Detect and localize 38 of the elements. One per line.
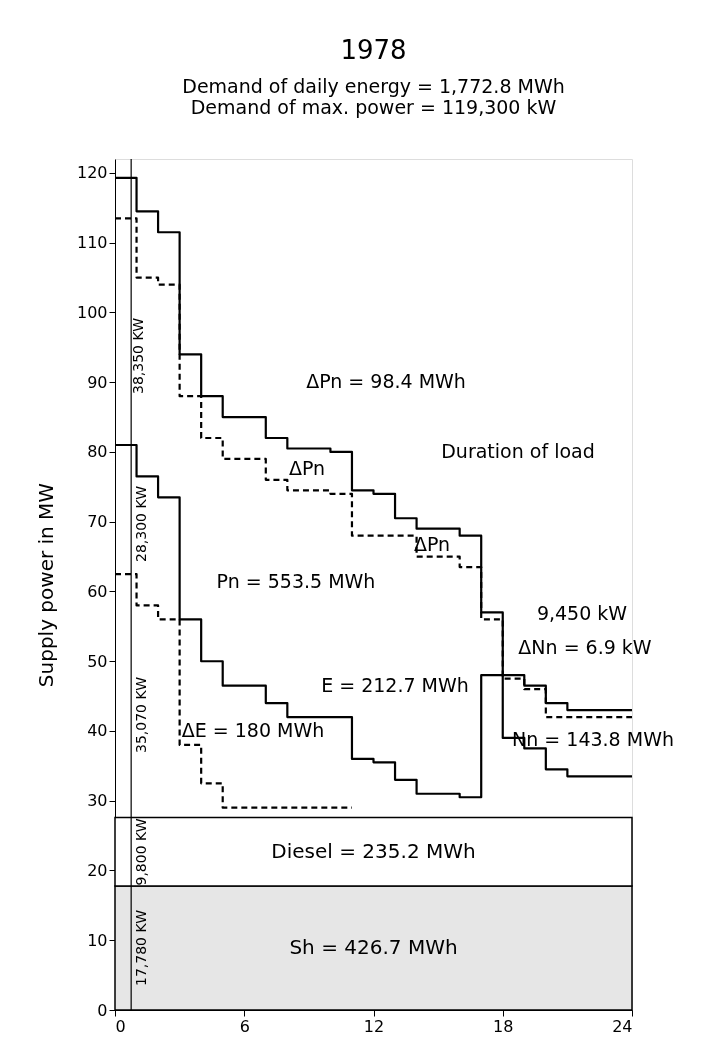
y-tick-label: 0	[97, 1000, 108, 1020]
annotation: 9,450 kW	[536, 602, 628, 624]
y-tick-label: 80	[87, 442, 108, 462]
annotation: Pn = 553.5 MWh	[216, 570, 376, 592]
band-label: Sh = 426.7 MWh	[289, 934, 458, 959]
y-tick-label: 60	[87, 581, 108, 601]
y-tick-label: 90	[87, 372, 108, 392]
y-tick-label: 110	[76, 233, 108, 253]
x-tick-label: 24	[612, 1016, 633, 1036]
text: Demand of daily energy = 1,772.8 MWh	[182, 75, 565, 98]
y-tick-label: 50	[87, 651, 108, 671]
chart-title: 1978	[340, 35, 407, 66]
annotation: ΔNn = 6.9 kW	[518, 636, 652, 658]
y-tick-label: 10	[87, 930, 108, 950]
band-label: Diesel = 235.2 MWh	[271, 838, 476, 863]
y-tick-label: 120	[76, 163, 108, 183]
annotation: ΔE = 180 MWh	[181, 719, 325, 741]
x-tick-label: 12	[363, 1016, 385, 1036]
annotation: ΔPn	[288, 457, 326, 479]
annotation: 35,070 KW	[133, 676, 149, 753]
y-axis-title: Supply power in MW	[33, 482, 58, 688]
annotation: ΔPn = 98.4 MWh	[306, 370, 466, 392]
annotation: 38,350 KW	[130, 317, 146, 394]
y-tick-label: 20	[87, 860, 108, 880]
annotation: ΔPn	[413, 533, 451, 555]
text: Demand of max. power = 119,300 kW	[190, 96, 557, 119]
y-tick-label: 40	[87, 721, 108, 741]
annotation: 9,800 KW	[133, 818, 149, 886]
annotation: 17,780 KW	[133, 909, 149, 986]
annotation: 28,300 KW	[133, 485, 149, 562]
y-tick-label: 100	[76, 302, 108, 322]
annotation: Duration of load	[441, 440, 595, 462]
y-tick-label: 70	[87, 512, 108, 532]
x-tick-label: 18	[493, 1016, 514, 1036]
x-tick-label: 6	[239, 1016, 250, 1036]
y-tick-label: 30	[87, 791, 108, 811]
x-tick-label: 0	[115, 1016, 126, 1036]
annotation: E = 212.7 MWh	[321, 674, 469, 696]
